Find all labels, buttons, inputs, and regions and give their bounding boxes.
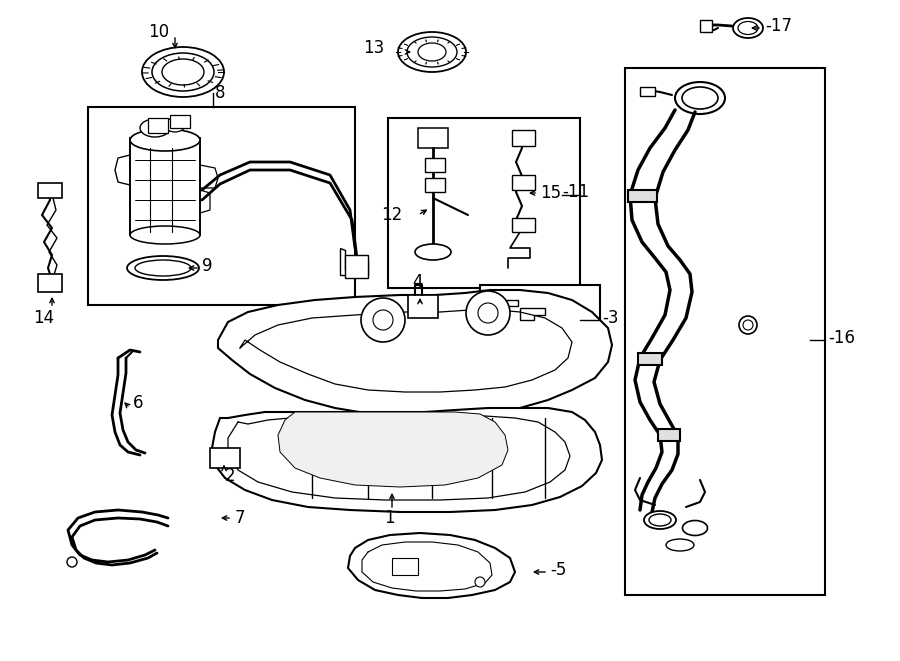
- Ellipse shape: [644, 511, 676, 529]
- Text: -16: -16: [828, 329, 855, 347]
- Bar: [512, 175, 535, 190]
- Ellipse shape: [398, 32, 466, 72]
- Bar: [170, 115, 190, 128]
- Bar: [640, 87, 655, 96]
- Ellipse shape: [682, 87, 718, 109]
- Bar: [700, 20, 712, 32]
- Polygon shape: [212, 408, 602, 512]
- Ellipse shape: [418, 43, 446, 61]
- Bar: [512, 130, 535, 146]
- Text: 10: 10: [148, 23, 169, 41]
- Ellipse shape: [649, 514, 671, 526]
- Text: -11: -11: [562, 183, 590, 201]
- Ellipse shape: [415, 244, 451, 260]
- Text: 6: 6: [133, 394, 143, 412]
- Bar: [88, 107, 355, 305]
- Polygon shape: [278, 412, 508, 487]
- Ellipse shape: [675, 82, 725, 114]
- Ellipse shape: [407, 37, 457, 67]
- Text: 7: 7: [235, 509, 246, 527]
- Text: 1: 1: [384, 509, 394, 527]
- Bar: [38, 274, 62, 292]
- Text: 9: 9: [202, 257, 212, 275]
- Bar: [392, 558, 418, 575]
- Text: 2: 2: [225, 467, 236, 485]
- Bar: [490, 297, 550, 340]
- Circle shape: [67, 557, 77, 567]
- Ellipse shape: [738, 22, 758, 34]
- Bar: [625, 68, 825, 595]
- Polygon shape: [130, 138, 200, 235]
- Ellipse shape: [130, 129, 200, 151]
- Ellipse shape: [127, 256, 199, 280]
- Polygon shape: [492, 300, 518, 310]
- Ellipse shape: [733, 18, 763, 38]
- Polygon shape: [218, 290, 612, 415]
- Text: -3: -3: [602, 309, 618, 327]
- Circle shape: [478, 303, 498, 323]
- Circle shape: [361, 298, 405, 342]
- Bar: [512, 218, 535, 232]
- Text: 4: 4: [412, 273, 422, 291]
- Circle shape: [466, 291, 510, 335]
- Bar: [345, 255, 368, 278]
- Text: -17: -17: [765, 17, 792, 35]
- Bar: [480, 285, 600, 355]
- Ellipse shape: [142, 47, 224, 97]
- Ellipse shape: [152, 53, 214, 91]
- Bar: [658, 429, 680, 441]
- Bar: [628, 190, 657, 202]
- Ellipse shape: [165, 118, 185, 132]
- Text: 15: 15: [540, 184, 561, 202]
- Polygon shape: [340, 248, 368, 275]
- Bar: [148, 118, 168, 133]
- Bar: [418, 128, 448, 148]
- Text: 12: 12: [381, 206, 402, 224]
- Ellipse shape: [140, 119, 170, 137]
- Ellipse shape: [682, 520, 707, 535]
- Bar: [425, 158, 445, 172]
- Circle shape: [739, 316, 757, 334]
- Bar: [210, 448, 240, 468]
- Ellipse shape: [666, 539, 694, 551]
- Ellipse shape: [130, 226, 200, 244]
- Polygon shape: [348, 533, 515, 598]
- Circle shape: [743, 320, 753, 330]
- Bar: [408, 295, 438, 318]
- Polygon shape: [520, 308, 545, 320]
- Circle shape: [373, 310, 393, 330]
- Ellipse shape: [162, 59, 204, 85]
- Text: 8: 8: [215, 84, 226, 102]
- Text: 13: 13: [363, 39, 384, 57]
- Bar: [38, 183, 62, 198]
- Text: 14: 14: [33, 309, 54, 327]
- Text: -5: -5: [550, 561, 566, 579]
- Bar: [638, 353, 662, 365]
- Ellipse shape: [135, 260, 191, 276]
- Circle shape: [475, 577, 485, 587]
- Bar: [388, 118, 580, 288]
- Bar: [425, 178, 445, 192]
